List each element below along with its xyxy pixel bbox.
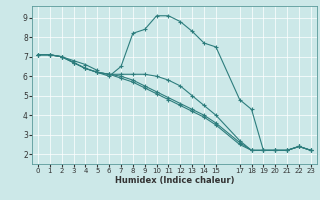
X-axis label: Humidex (Indice chaleur): Humidex (Indice chaleur) [115,176,234,185]
